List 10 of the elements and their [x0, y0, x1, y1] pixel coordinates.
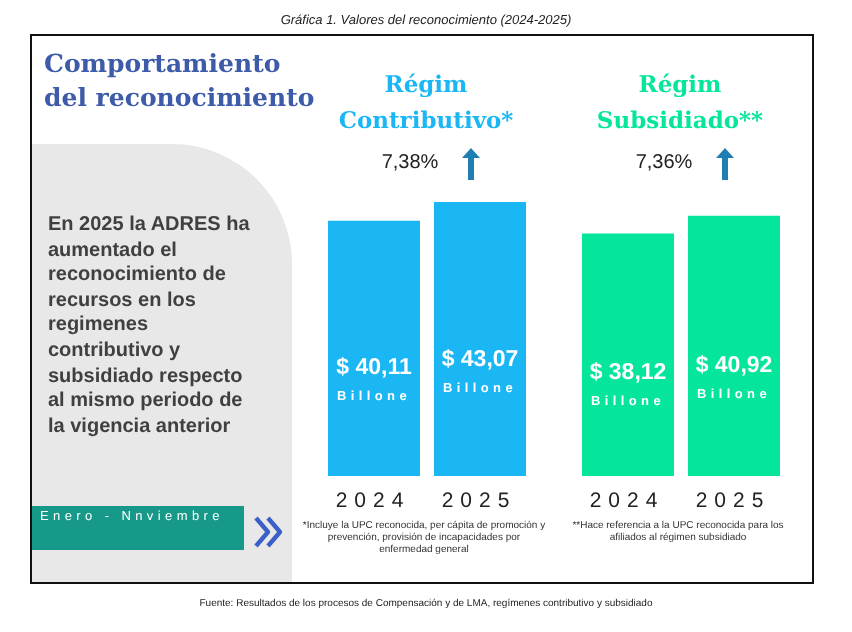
chart-title: Régim Contributivo*	[338, 70, 514, 134]
x-tick-label: 2025	[441, 488, 517, 513]
x-tick-label: 2024	[335, 488, 411, 513]
chart-subtitle: 7,36%	[633, 152, 695, 174]
chart-subtitle: 7,38%	[379, 152, 441, 174]
text: En 2025 la ADRES ha aumentado el reconocimiento de recursos en los regimenes contributivo y subsidiado respecto al mismo periodo de la vigencia anterior	[48, 214, 250, 438]
text: Comportamiento del reconocimiento	[44, 46, 316, 114]
x-tick-label: 2025	[695, 488, 771, 513]
chart-title: Régim Subsidiado**	[594, 68, 766, 138]
x-tick-label: 2024	[589, 488, 665, 513]
